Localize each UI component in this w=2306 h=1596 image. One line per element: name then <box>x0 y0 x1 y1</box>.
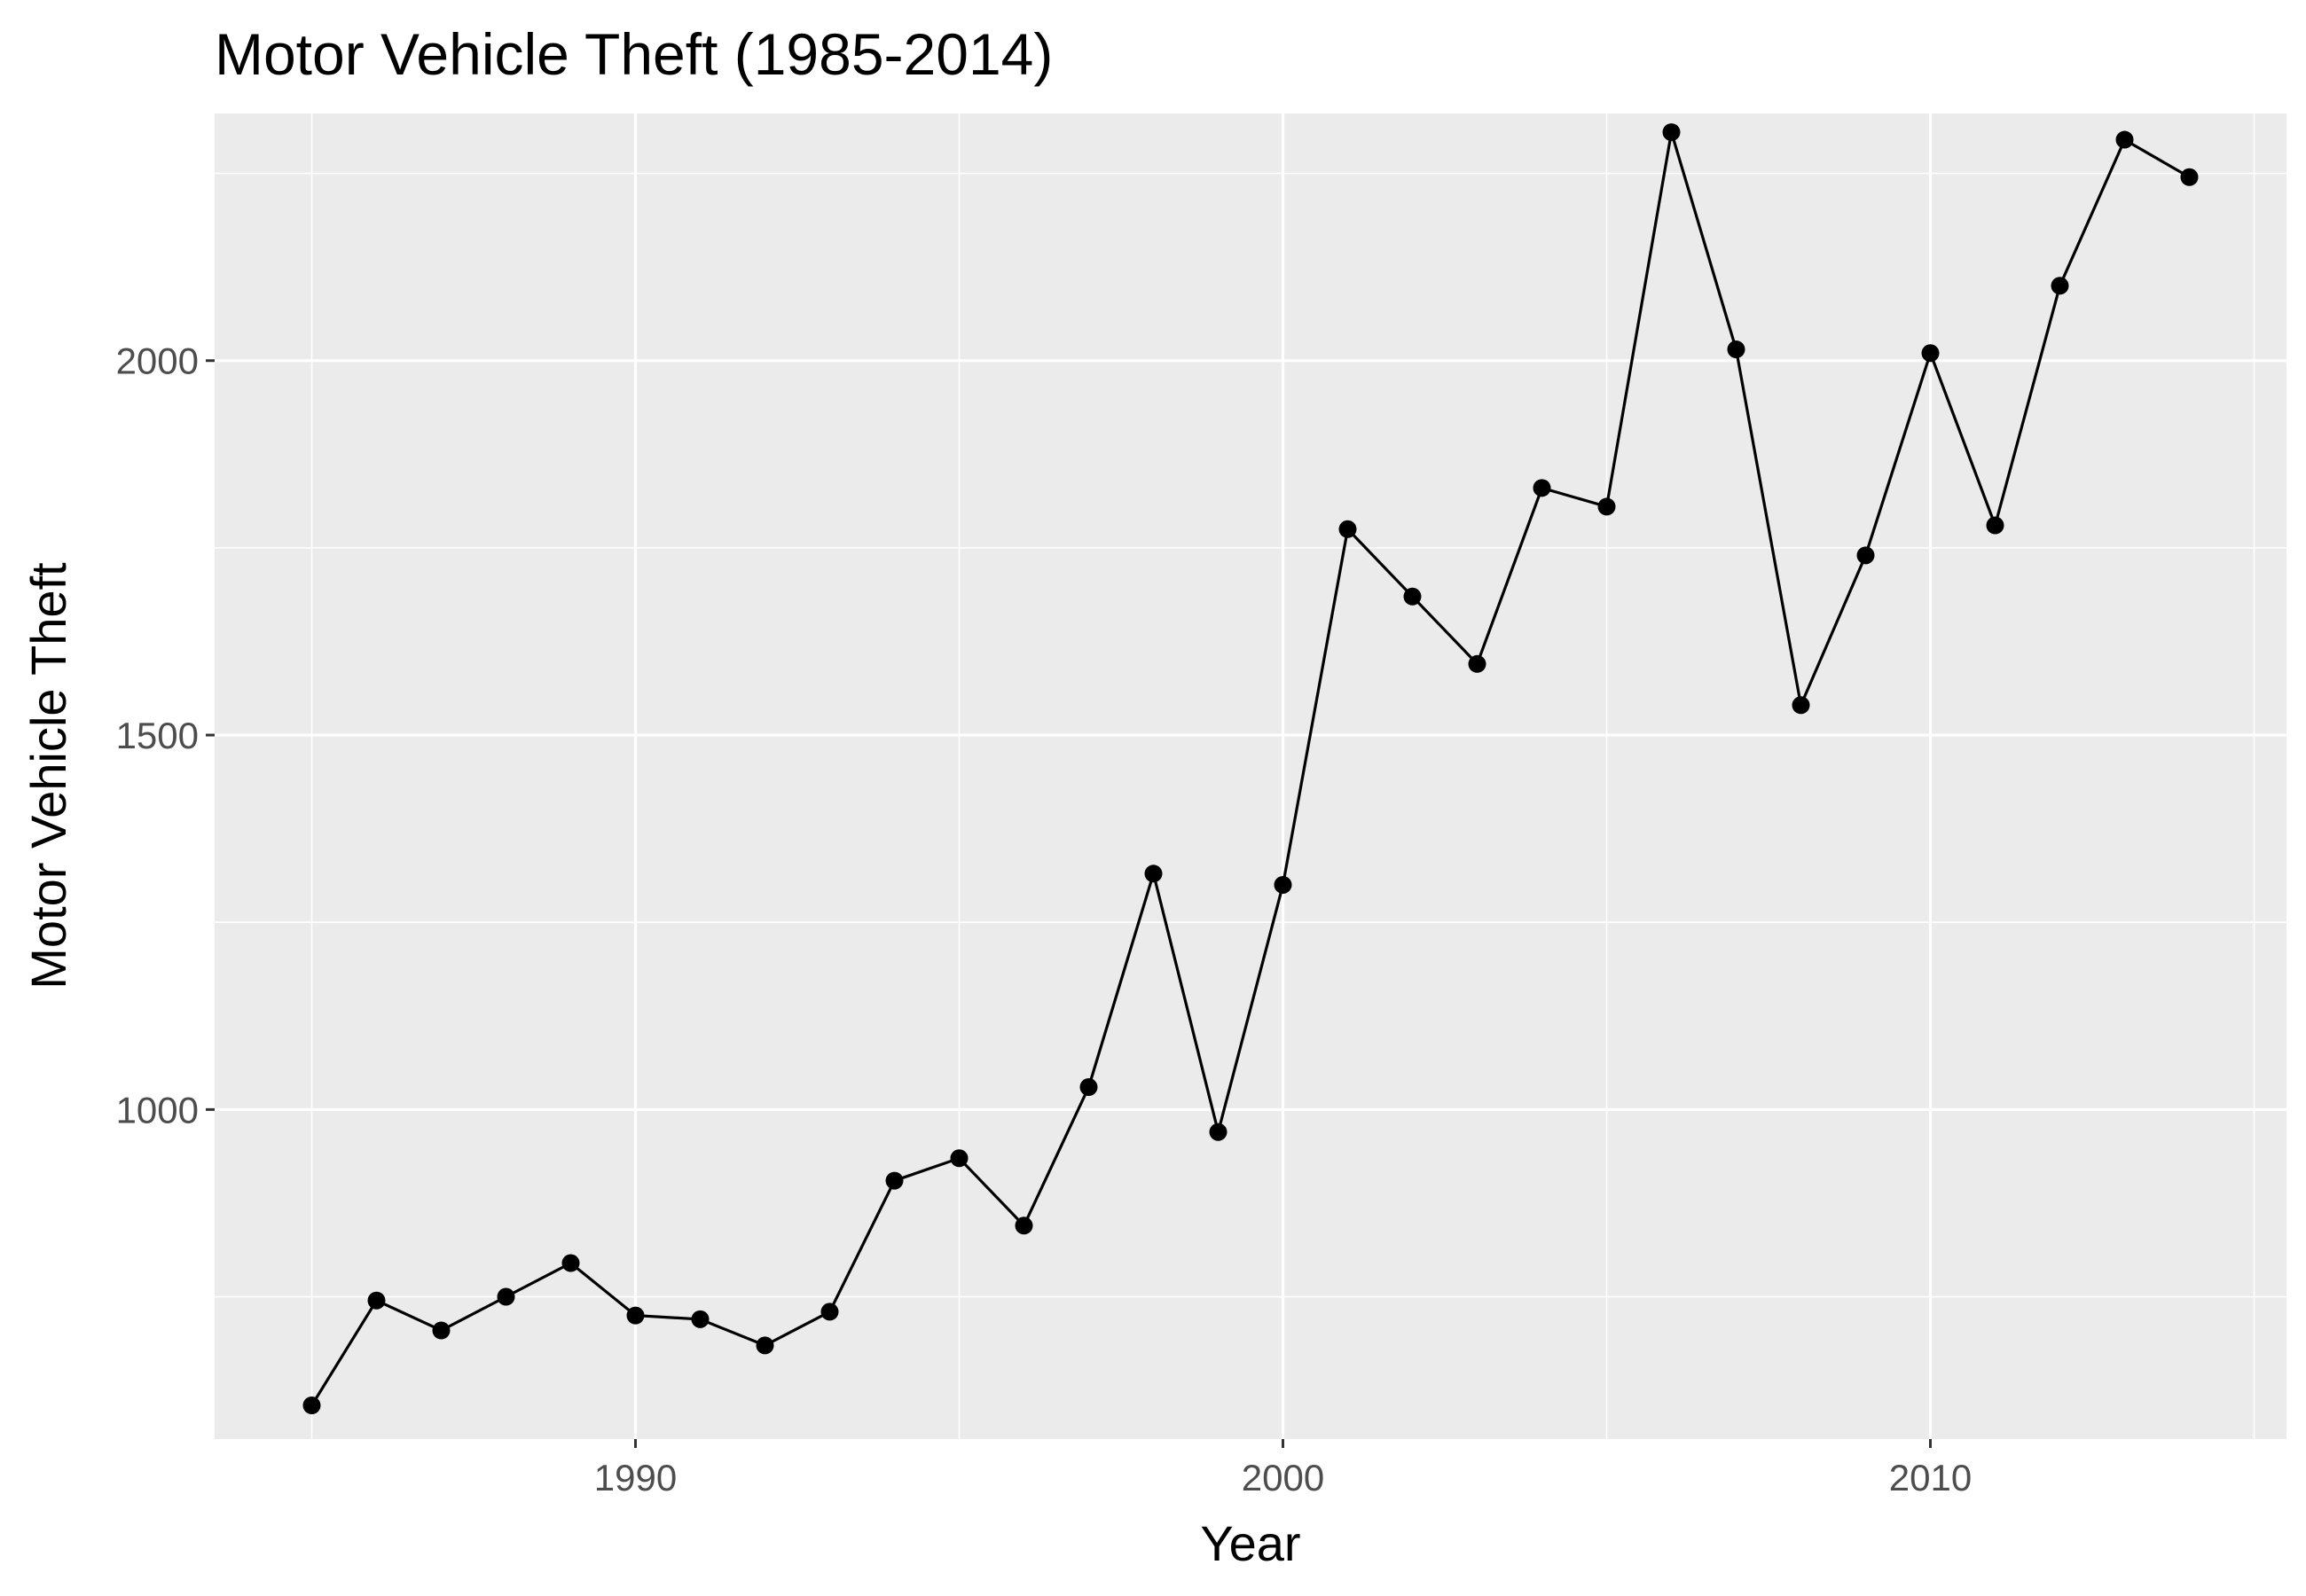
y-tick-label: 2000 <box>116 340 199 382</box>
data-point <box>1403 587 1422 606</box>
data-point <box>1727 340 1745 359</box>
data-point <box>1986 516 2004 535</box>
data-point <box>1856 546 1875 565</box>
data-points <box>302 123 2199 1414</box>
major-gridlines <box>215 113 2286 1439</box>
data-point <box>1468 654 1486 673</box>
data-point <box>432 1321 451 1340</box>
x-tick-label: 1990 <box>594 1457 677 1498</box>
data-point <box>2051 277 2069 295</box>
data-point <box>1533 479 1551 497</box>
data-point <box>691 1310 710 1328</box>
y-tick-label: 1500 <box>116 715 199 756</box>
data-point <box>497 1287 515 1306</box>
minor-gridlines <box>215 113 2286 1439</box>
data-point <box>1015 1217 1033 1235</box>
data-point <box>950 1149 969 1168</box>
data-point <box>1338 520 1357 538</box>
data-point <box>1079 1078 1098 1097</box>
data-point <box>1274 875 1292 894</box>
data-point <box>626 1306 645 1325</box>
plot-panel <box>215 113 2286 1439</box>
data-point <box>1209 1123 1228 1141</box>
data-point <box>1792 696 1810 715</box>
tick-labels: 1990 2000 2010 1000 1500 2000 <box>116 340 1973 1498</box>
data-point <box>367 1291 386 1310</box>
data-point <box>1662 123 1681 142</box>
data-point <box>561 1254 580 1272</box>
data-point <box>2115 130 2134 149</box>
x-tick-label: 2010 <box>1889 1457 1972 1498</box>
data-point <box>302 1396 321 1414</box>
data-point <box>1144 864 1163 883</box>
data-point <box>1597 497 1616 516</box>
y-axis-title: Motor Vehicle Theft <box>20 562 76 990</box>
series-line <box>310 131 2191 1406</box>
data-point <box>820 1303 839 1321</box>
x-tick-label: 2000 <box>1242 1457 1324 1498</box>
data-point <box>2180 168 2199 186</box>
chart-title: Motor Vehicle Theft (1985-2014) <box>215 21 1053 87</box>
axis-ticks <box>206 359 1932 1448</box>
data-point <box>885 1171 904 1190</box>
y-tick-label: 1000 <box>116 1089 199 1130</box>
x-axis-title: Year <box>1200 1515 1300 1571</box>
data-point <box>756 1336 774 1355</box>
data-point <box>1921 344 1940 363</box>
